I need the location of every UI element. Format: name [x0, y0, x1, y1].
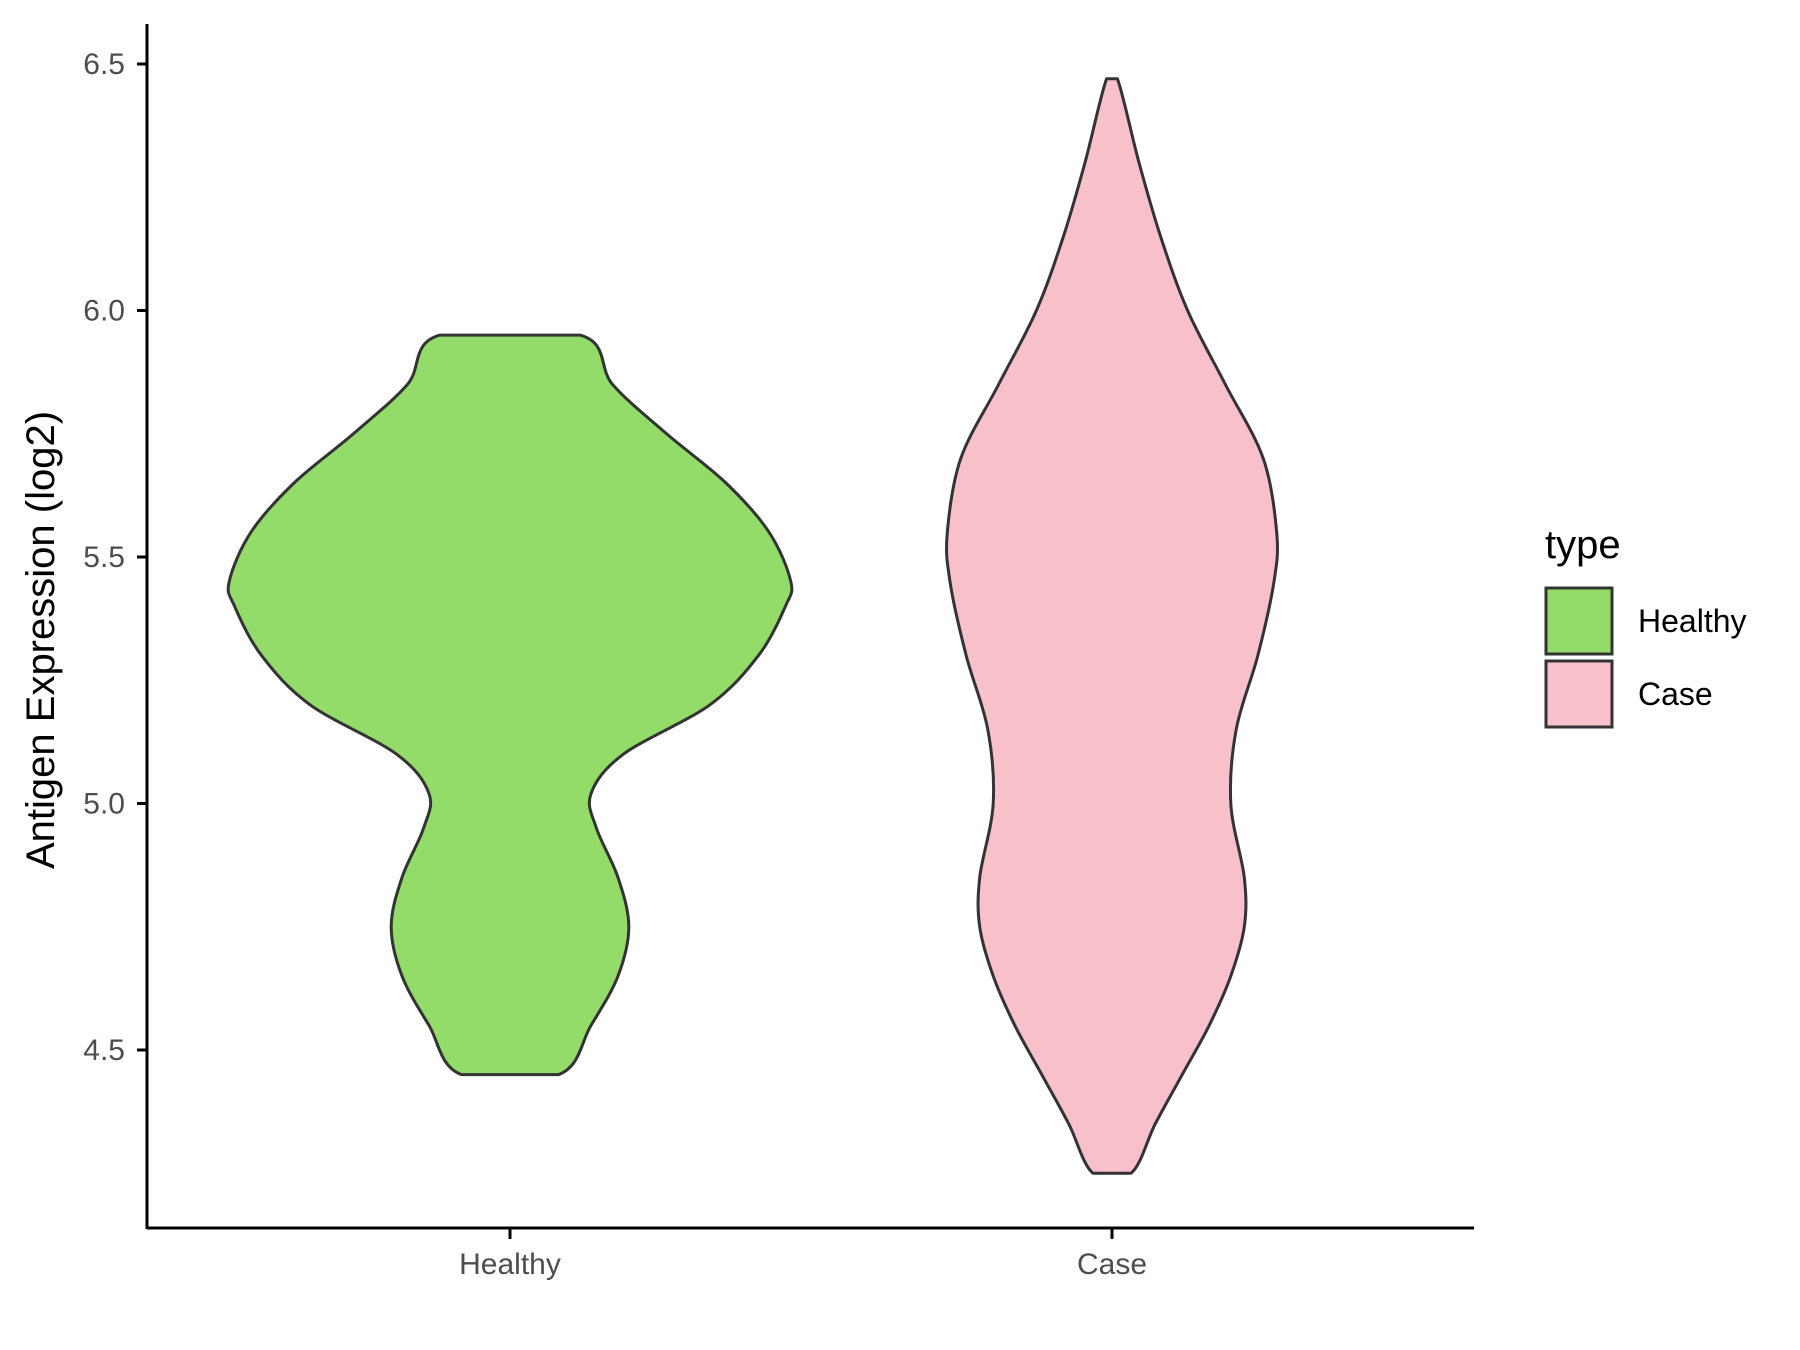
legend-label-healthy: Healthy: [1638, 603, 1747, 639]
y-tick-label: 6.5: [83, 48, 125, 81]
legend-title: type: [1545, 523, 1621, 567]
legend-key-case: [1544, 659, 1614, 729]
x-tick-label: Case: [1077, 1248, 1147, 1281]
y-tick-label: 5.5: [83, 541, 125, 574]
y-tick-label: 6.0: [83, 295, 125, 328]
legend-label-case: Case: [1638, 676, 1713, 712]
y-tick-label: 4.5: [83, 1034, 125, 1067]
y-axis-title: Antigen Expression (log2): [19, 411, 63, 869]
y-tick-label: 5.0: [83, 788, 125, 821]
violin-group: [226, 77, 1279, 1175]
y-axis-ticks: 4.5 5.0 5.5 6.0 6.5: [83, 48, 147, 1067]
x-tick-label: Healthy: [459, 1248, 561, 1281]
violin-case: [945, 77, 1279, 1175]
legend: type Healthy Case: [1544, 523, 1747, 729]
legend-entries: Healthy Case: [1544, 586, 1747, 729]
x-axis-ticks: Healthy Case: [459, 1228, 1147, 1281]
legend-key-healthy: [1544, 586, 1614, 656]
violin-healthy: [226, 333, 794, 1077]
